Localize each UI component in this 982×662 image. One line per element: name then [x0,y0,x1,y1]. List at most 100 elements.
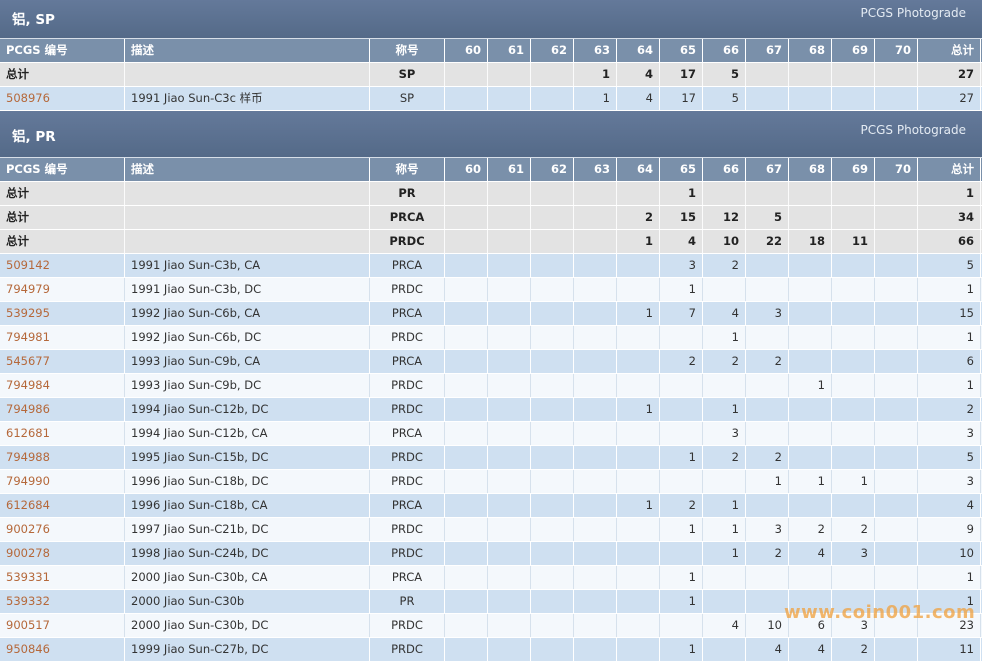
empty-cell [832,374,875,397]
pcgs-number-link[interactable]: 950846 [0,638,125,661]
empty-cell [703,182,746,205]
total-count: 6 [918,350,981,373]
description: 1997 Jiao Sun-C21b, DC [125,518,370,541]
grade-count: 4 [746,638,789,661]
empty-cell [531,566,574,589]
section-title: 铝, PR [12,129,56,145]
data-row: 794990 1996 Jiao Sun-C18b, DC PRDC 1 1 1 3 [0,470,982,494]
section-title: 铝, SP [12,12,55,28]
column-header: 66 [703,158,746,181]
pcgs-number-link[interactable]: 539331 [0,566,125,589]
pcgs-number-link[interactable]: 509142 [0,254,125,277]
grade-count: 4 [660,230,703,253]
grade-count: 1 [574,87,617,110]
pcgs-number-link[interactable]: 900276 [0,518,125,541]
empty-cell [832,182,875,205]
empty-cell [531,206,574,229]
empty-cell [617,278,660,301]
pcgs-number-link[interactable]: 794990 [0,470,125,493]
pcgs-number-link[interactable]: 794981 [0,326,125,349]
empty-cell [746,63,789,86]
empty-cell [445,470,488,493]
pcgs-number-link[interactable]: 794984 [0,374,125,397]
empty-cell [617,374,660,397]
empty-cell [617,638,660,661]
empty-cell [125,230,370,253]
total-row: 总计 PR 1 1 [0,182,982,206]
grade-count: 15 [660,206,703,229]
empty-cell [789,63,832,86]
grade-count: 3 [703,422,746,445]
empty-cell [875,446,918,469]
grade-count: 1 [617,398,660,421]
grade-count: 4 [617,87,660,110]
column-header: 65 [660,158,703,181]
empty-cell [531,374,574,397]
empty-cell [445,494,488,517]
total-count: 4 [918,494,981,517]
grade-count: 5 [746,206,789,229]
pcgs-number-link[interactable]: 794979 [0,278,125,301]
grade-count: 18 [789,230,832,253]
designation: PRCA [370,350,445,373]
pcgs-number-link[interactable]: 508976 [0,87,125,110]
empty-cell [488,518,531,541]
empty-cell [875,326,918,349]
empty-cell [875,470,918,493]
empty-cell [531,87,574,110]
empty-cell [789,422,832,445]
description: 1994 Jiao Sun-C12b, DC [125,398,370,421]
pcgs-number-link[interactable]: 539295 [0,302,125,325]
empty-cell [660,398,703,421]
description: 1998 Jiao Sun-C24b, DC [125,542,370,565]
empty-cell [488,326,531,349]
pcgs-number-link[interactable]: 900278 [0,542,125,565]
designation: PRDC [370,470,445,493]
pcgs-number-link[interactable]: 794988 [0,446,125,469]
empty-cell [488,590,531,613]
empty-cell [875,350,918,373]
grade-count: 1 [746,470,789,493]
column-header-row: PCGS 编号 描述 称号 60 61 62 63 64 65 66 67 68 69 70 总计 [0,158,982,182]
grade-count: 2 [703,446,746,469]
pcgs-number-link[interactable]: 612684 [0,494,125,517]
data-row: 794986 1994 Jiao Sun-C12b, DC PRDC 1 1 2 [0,398,982,422]
empty-cell [531,518,574,541]
empty-cell [617,350,660,373]
pcgs-number-link[interactable]: 900517 [0,614,125,637]
empty-cell [488,566,531,589]
section-subtitle[interactable]: PCGS Photograde [860,6,966,20]
empty-cell [875,494,918,517]
empty-cell [574,326,617,349]
description: 1999 Jiao Sun-C27b, DC [125,638,370,661]
total-count: 9 [918,518,981,541]
designation: PRDC [370,542,445,565]
empty-cell [617,614,660,637]
empty-cell [789,590,832,613]
grade-count: 2 [746,542,789,565]
total-row: 总计 PRCA 2 15 12 5 34 [0,206,982,230]
empty-cell [125,206,370,229]
total-row: 总计 PRDC 1 4 10 22 18 11 66 [0,230,982,254]
empty-cell [531,470,574,493]
pcgs-number-link[interactable]: 539332 [0,590,125,613]
pcgs-number-link[interactable]: 545677 [0,350,125,373]
grade-count: 4 [703,614,746,637]
pcgs-number-link[interactable]: 612681 [0,422,125,445]
empty-cell [445,446,488,469]
empty-cell [488,87,531,110]
column-header: 65 [660,39,703,62]
empty-cell [617,518,660,541]
empty-cell [531,63,574,86]
pcgs-number-link[interactable]: 794986 [0,398,125,421]
total-count: 66 [918,230,981,253]
empty-cell [488,542,531,565]
grade-count: 5 [703,63,746,86]
empty-cell [617,254,660,277]
section-subtitle[interactable]: PCGS Photograde [860,123,966,137]
grade-count: 1 [617,230,660,253]
column-header: PCGS 编号 [0,39,125,62]
empty-cell [574,470,617,493]
grade-count: 2 [789,518,832,541]
grade-count: 3 [746,518,789,541]
